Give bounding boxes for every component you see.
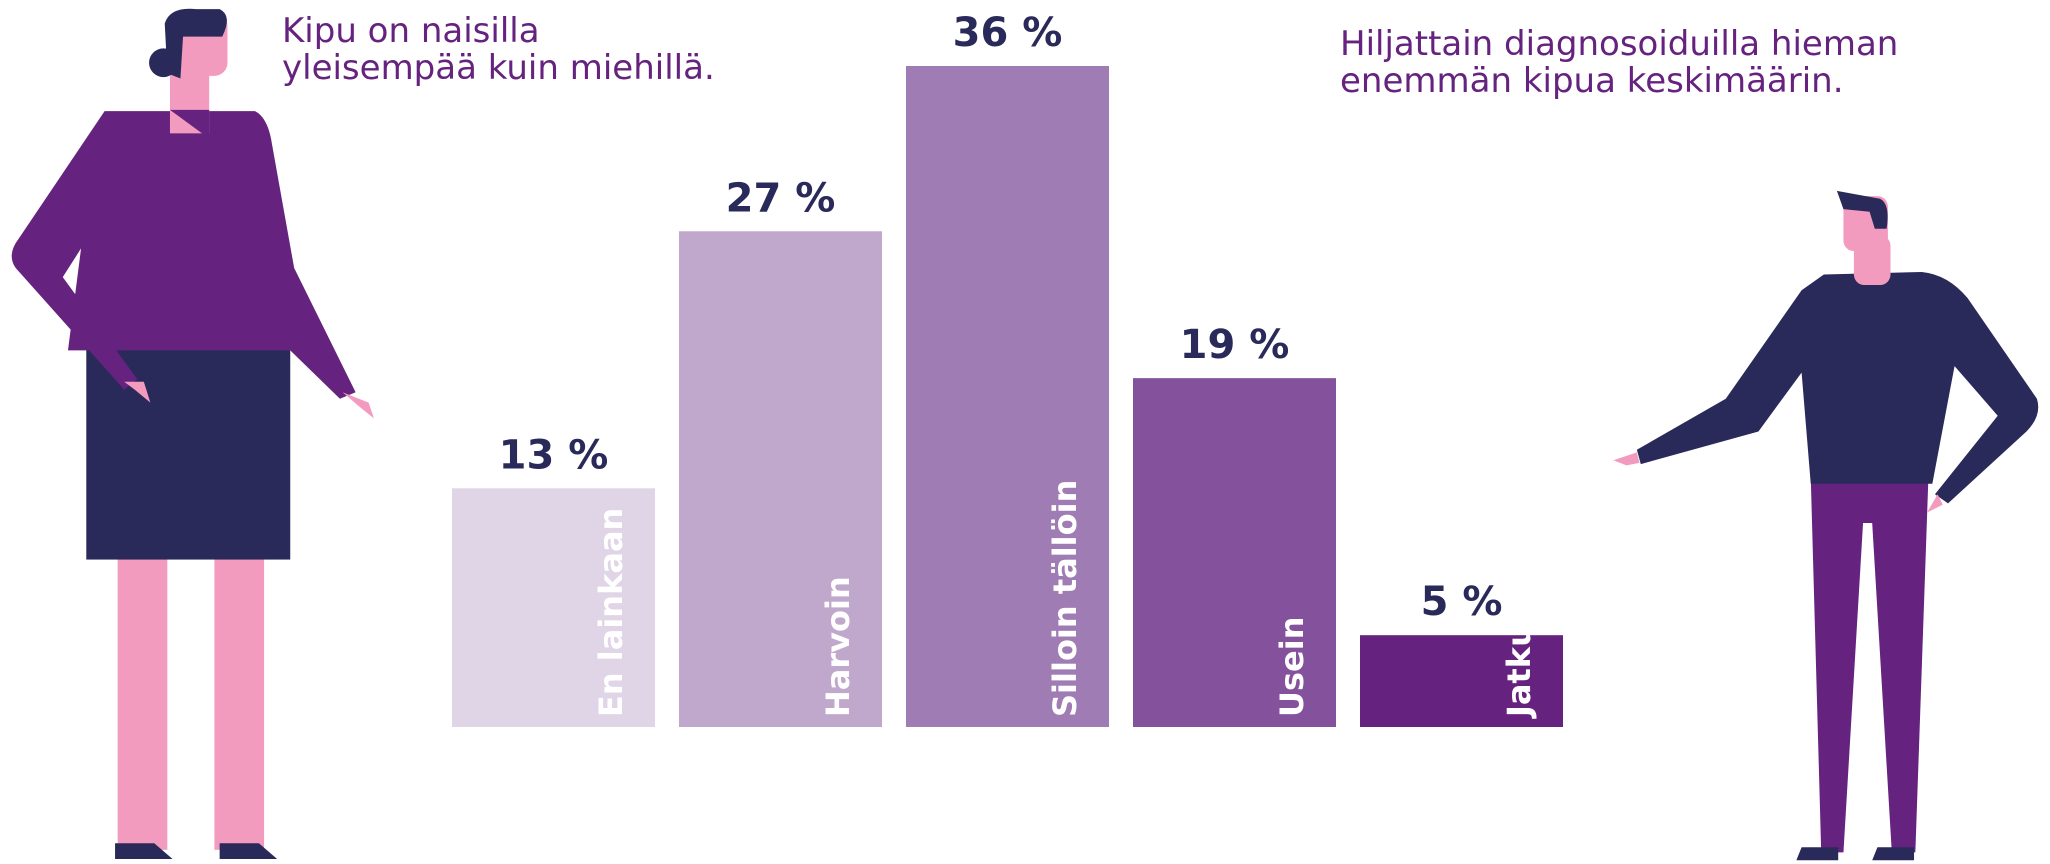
annotation: enemmän kipua keskimäärin.	[1340, 61, 1844, 101]
bar	[1133, 378, 1336, 727]
value-label: 36 %	[953, 10, 1063, 56]
annotation: yleisempää kuin miehillä.	[282, 48, 715, 88]
category-label: Jatkuvasti	[1500, 536, 1538, 719]
annotation: Kipu on naisilla	[282, 11, 540, 51]
category-label: Usein	[1273, 617, 1311, 717]
value-label: 19 %	[1180, 322, 1290, 368]
value-label: 27 %	[726, 175, 836, 221]
category-label: En lainkaan	[592, 508, 630, 717]
category-label: Harvoin	[819, 576, 857, 717]
bar	[452, 488, 655, 727]
value-label: 5 %	[1421, 579, 1503, 625]
category-label: Silloin tällöin	[1046, 480, 1084, 717]
woman-figure	[11, 8, 374, 859]
bar	[906, 66, 1109, 727]
bars: 13 % En lainkaan 27 % Harvoin 36 % Silloin tä…	[452, 10, 1563, 727]
value-label: 13 %	[499, 432, 609, 478]
bar	[679, 231, 882, 727]
annotation: Hiljattain diagnosoiduilla hieman	[1340, 24, 1898, 64]
bar	[1360, 635, 1563, 727]
man-figure	[1613, 190, 2039, 861]
